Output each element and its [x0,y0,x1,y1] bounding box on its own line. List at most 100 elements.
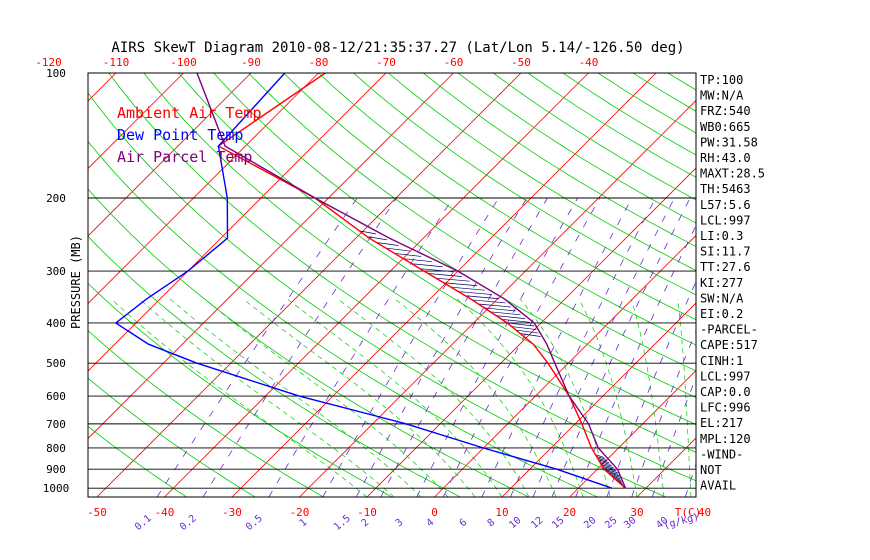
mixing-ratio-tick-label: 3 [394,517,406,529]
cape-hatch-line [367,236,387,241]
top-temp-tick-label: -50 [511,56,531,69]
index-label: LI:0.3 [700,229,743,243]
bottom-temp-tick-label: -50 [87,506,107,519]
isotherm-line [88,73,117,102]
cape-hatch-line [359,230,376,235]
index-label: TP:100 [700,73,743,87]
cape-hatch-line [472,299,506,304]
cape-hatch-line [443,282,478,287]
cape-hatch-line [606,470,619,475]
mixing-ratio-line [631,330,696,497]
bottom-temp-tick-label: 40 [698,506,711,519]
isotherm-line [164,73,589,497]
moist-adiabat-line [578,298,638,497]
mixing-ratio-tick-label: 1.5 [332,513,353,533]
mixing-ratio-line [551,197,691,497]
cape-hatch-line [600,462,613,467]
isotherm-line [434,234,696,497]
cape-hatch-line [501,318,530,323]
index-label: -WIND- [700,447,743,461]
mixing-ratio-tick-label: 0.1 [133,513,154,533]
pressure-tick-label: 600 [46,390,66,403]
dry-adiabat-line [88,92,666,497]
dry-adiabat-line [88,425,187,497]
y-axis-label: PRESSURE (MB) [69,235,83,329]
index-label: TH:5463 [700,182,751,196]
mixing-ratio-line [156,197,358,497]
pressure-tick-label: 900 [46,463,66,476]
bottom-temp-tick-label: 10 [495,506,508,519]
bottom-temp-tick-label: -30 [222,506,242,519]
moist-adiabat-line [169,298,422,497]
isotherm-line [88,73,184,170]
ambient-temp-line [217,73,626,489]
legend-entry: Air Parcel Temp [117,148,252,166]
dry-adiabat-line [108,73,696,482]
parcel-temp-line [196,73,627,489]
pressure-tick-label: 800 [46,442,66,455]
index-label: SI:11.7 [700,245,751,259]
moist-adiabat-line [630,298,665,497]
cape-hatch-line [597,457,608,462]
mixing-ratio-tick-label: 0.5 [244,513,265,533]
mixing-ratio-tick-label: 10 [507,515,523,531]
index-label: TT:27.6 [700,260,751,274]
bottom-temp-tick-label: -10 [357,506,377,519]
mixing-ratio-tick-label: 12 [529,515,545,531]
isotherm-line [88,73,252,237]
cape-hatch-line [602,466,616,470]
mixing-ratio-line [268,197,454,497]
isotherm-line [299,99,696,497]
isotherm-line [772,73,870,497]
cape-hatch-line [394,253,422,257]
index-label: MAXT:28.5 [700,167,765,181]
cape-hatch-line [435,277,470,282]
mixing-ratio-tick-label: 25 [603,515,619,531]
dry-adiabat-line [88,377,256,497]
index-label: MW:N/A [700,89,744,103]
mixing-ratio-line [575,224,696,497]
legend-entry: Dew Point Temp [117,126,243,144]
cape-hatch-line [478,303,511,308]
bottom-temp-tick-label: -40 [155,506,175,519]
pressure-tick-label: 400 [46,317,66,330]
cape-hatch-line [596,455,606,460]
moist-adiabat-line [677,298,692,497]
mixing-ratio-tick-label: 1 [298,517,310,529]
pressure-tick-label: 700 [46,418,66,431]
moist-adiabat-line [110,298,368,497]
cape-hatch-line [484,307,516,312]
dry-adiabat-line [318,73,696,321]
pressure-tick-label: 100 [46,67,66,80]
isotherm-line [88,73,454,440]
dry-adiabat-line [808,73,870,497]
top-temp-tick-label: -90 [241,56,261,69]
index-label: FRZ:540 [700,104,751,118]
bottom-temp-tick-label: 0 [431,506,438,519]
cape-hatch-line [607,472,620,477]
dry-adiabat-line [248,73,696,372]
dew-point-line [114,73,613,489]
cape-hatch-line [420,268,453,273]
index-label: CAP:0.0 [700,385,751,399]
dry-adiabat-line [423,73,696,247]
chart-title: AIRS SkewT Diagram 2010-08-12/21:35:37.2… [111,40,684,56]
isotherm-line [88,73,387,372]
cape-hatch-line [458,291,493,295]
index-label: PW:31.58 [700,135,758,149]
isotherm-line [569,369,696,497]
dry-adiabat-line [88,330,324,497]
top-temp-tick-label: -100 [170,56,197,69]
cape-hatch-line [451,286,485,291]
index-label: EI:0.2 [700,307,743,321]
cape-hatch-line [511,326,537,330]
mixing-ratio-line [202,197,398,497]
index-label: CINH:1 [700,354,743,368]
index-label: LCL:997 [700,213,751,227]
dry-adiabat-line [492,73,696,201]
index-label: MPL:120 [700,432,751,446]
index-label: KI:277 [700,276,743,290]
cape-hatch-line [385,247,411,252]
dry-adiabat-line [773,73,870,497]
